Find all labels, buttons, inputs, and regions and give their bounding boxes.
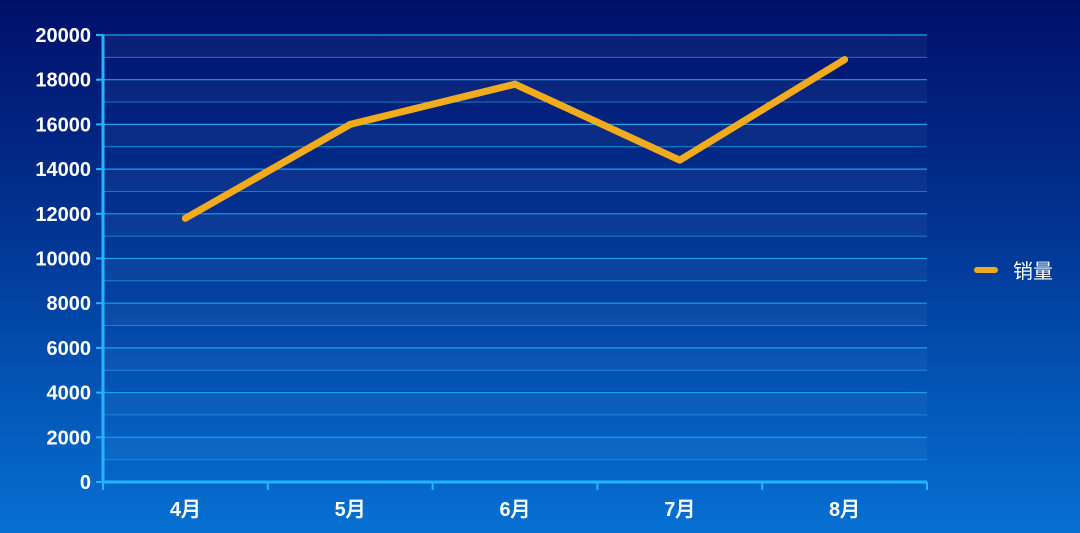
x-tick-label: 4月 <box>170 499 201 521</box>
x-axis-tick-labels: 4月 5月 6月 7月 8月 <box>170 499 860 521</box>
plot-band <box>103 169 927 192</box>
y-tick-label: 20000 <box>35 25 91 47</box>
y-tick-label: 0 <box>80 472 91 494</box>
x-tick-label: 6月 <box>499 499 530 521</box>
y-tick-label: 10000 <box>35 249 91 271</box>
legend: 销量 <box>974 260 1053 283</box>
data-point <box>841 56 849 64</box>
data-point <box>181 214 189 222</box>
plot-band <box>103 392 927 415</box>
y-tick-label: 18000 <box>35 70 91 92</box>
x-tick-label: 8月 <box>829 499 860 521</box>
axes <box>96 34 928 490</box>
data-point <box>346 120 354 128</box>
plot-band <box>103 124 927 147</box>
legend-label: 销量 <box>1013 260 1053 283</box>
plot-bands <box>103 35 927 460</box>
y-tick-label: 8000 <box>47 293 92 315</box>
series-layer <box>181 56 849 222</box>
x-tick-label: 7月 <box>664 499 695 521</box>
y-tick-label: 14000 <box>35 159 91 181</box>
y-tick-label: 16000 <box>35 114 91 136</box>
data-point <box>511 80 519 88</box>
y-tick-label: 12000 <box>35 204 91 226</box>
gridlines <box>103 34 927 461</box>
plot-band <box>103 347 927 371</box>
plot-band <box>103 213 927 237</box>
plot-band <box>103 437 927 460</box>
x-tick-label: 5月 <box>335 499 366 521</box>
y-tick-label: 2000 <box>47 427 92 449</box>
data-point <box>676 156 684 164</box>
plot-band <box>103 35 927 58</box>
plot-band <box>103 79 927 103</box>
plot-band <box>103 303 927 326</box>
plot-band <box>103 258 927 281</box>
y-tick-label: 4000 <box>47 383 92 405</box>
y-axis-tick-labels: 0 2000 4000 6000 8000 10000 12000 14000 16000 180… <box>35 25 91 494</box>
y-tick-label: 6000 <box>47 338 92 360</box>
